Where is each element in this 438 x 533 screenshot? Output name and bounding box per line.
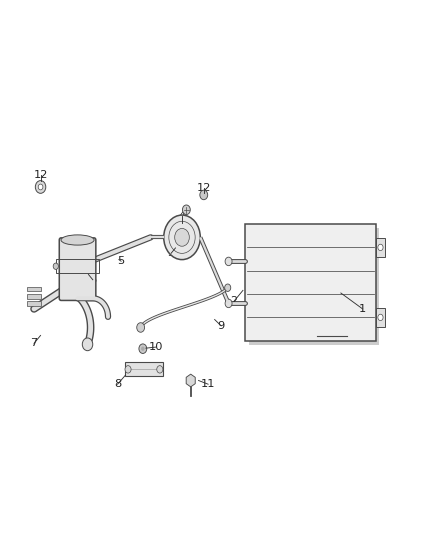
Text: 2: 2 [231, 296, 238, 306]
Circle shape [225, 284, 231, 292]
FancyBboxPatch shape [27, 287, 41, 292]
Circle shape [157, 366, 163, 373]
Circle shape [175, 229, 189, 246]
Circle shape [378, 244, 383, 251]
Ellipse shape [61, 235, 94, 245]
FancyBboxPatch shape [249, 228, 379, 345]
Text: 12: 12 [197, 183, 211, 193]
Circle shape [53, 263, 58, 269]
Circle shape [38, 184, 43, 190]
Text: 5: 5 [117, 256, 125, 266]
Circle shape [225, 299, 232, 308]
Polygon shape [186, 374, 195, 387]
Circle shape [225, 257, 232, 265]
Text: 4: 4 [178, 211, 186, 221]
Text: 6: 6 [89, 274, 96, 285]
Circle shape [164, 215, 200, 260]
Text: 10: 10 [148, 342, 163, 352]
Circle shape [183, 205, 190, 215]
Circle shape [137, 322, 145, 332]
Circle shape [82, 338, 93, 351]
FancyBboxPatch shape [27, 302, 41, 306]
Circle shape [141, 346, 145, 351]
FancyBboxPatch shape [27, 294, 41, 299]
Text: 8: 8 [114, 379, 121, 389]
Circle shape [125, 366, 131, 373]
FancyBboxPatch shape [124, 362, 163, 376]
Circle shape [139, 344, 147, 353]
Circle shape [378, 314, 383, 320]
Text: 11: 11 [201, 379, 215, 389]
FancyBboxPatch shape [59, 238, 96, 301]
FancyBboxPatch shape [245, 224, 376, 341]
Circle shape [200, 190, 208, 200]
Text: 3: 3 [167, 248, 175, 259]
Circle shape [35, 181, 46, 193]
Text: 7: 7 [30, 338, 38, 349]
FancyBboxPatch shape [376, 238, 385, 257]
FancyBboxPatch shape [376, 308, 385, 327]
Text: 9: 9 [218, 321, 225, 331]
Text: 12: 12 [33, 171, 48, 180]
Text: 1: 1 [359, 304, 366, 314]
